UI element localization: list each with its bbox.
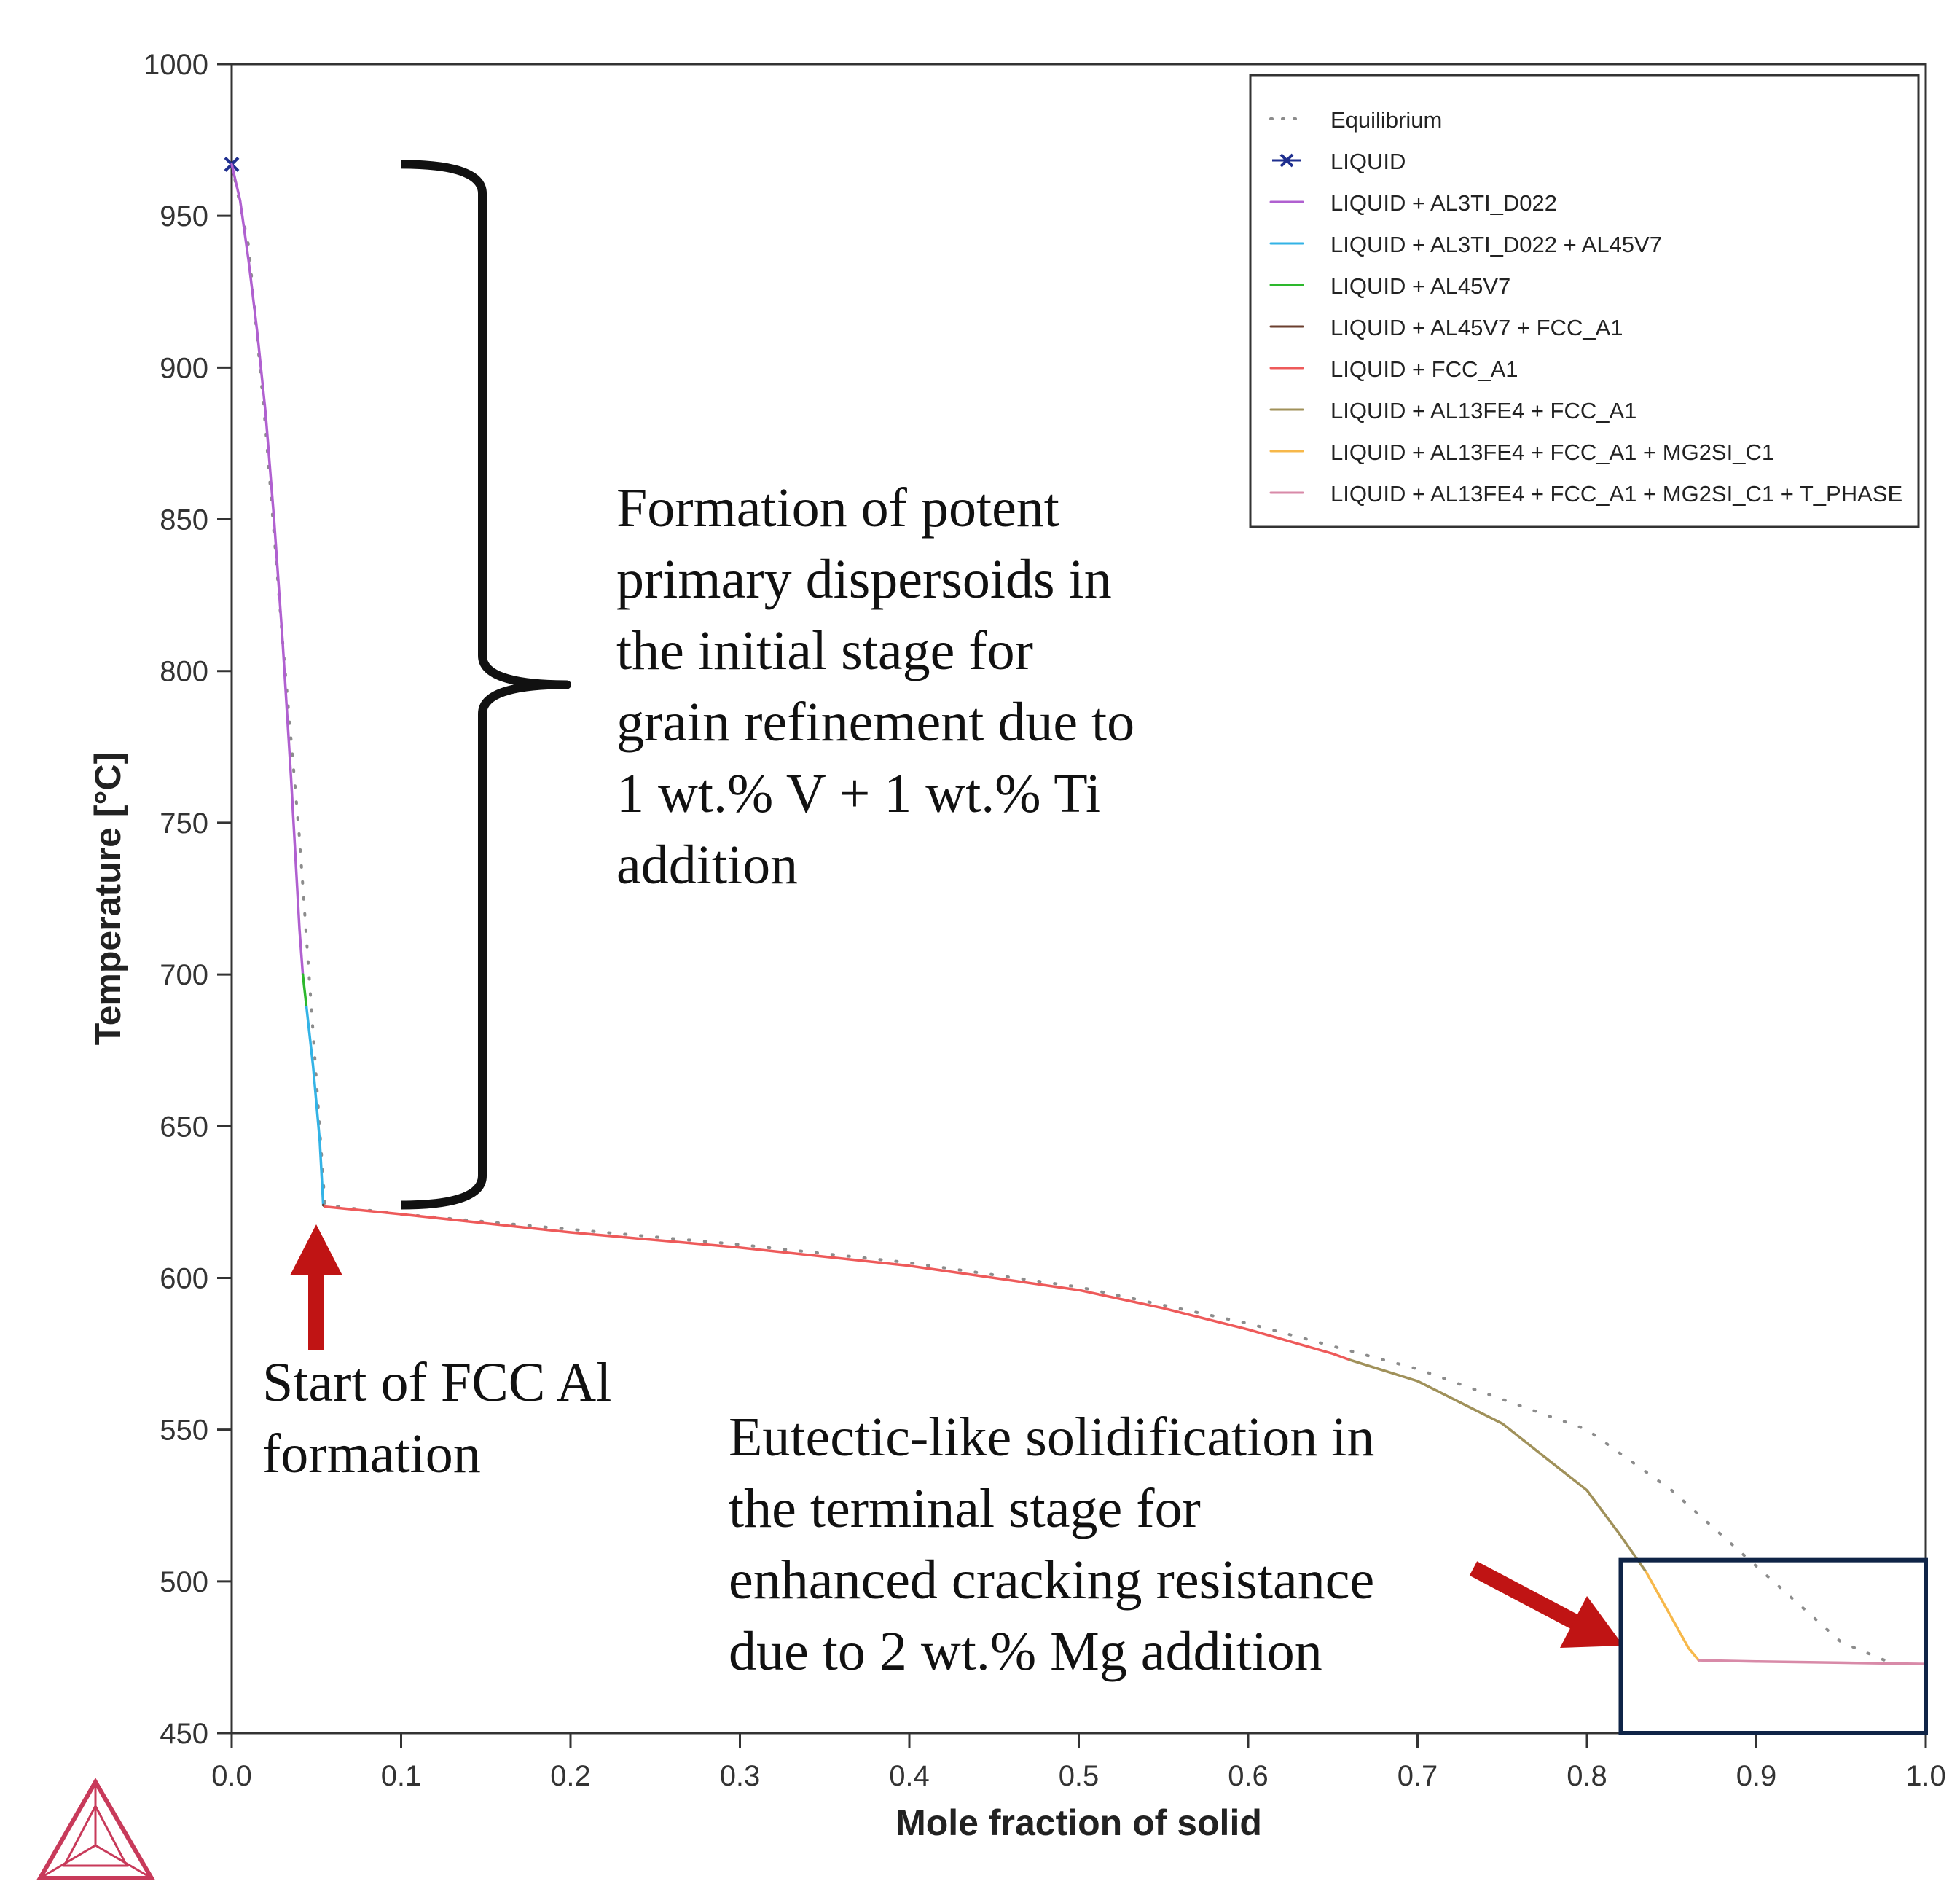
eutectic-annotation: Eutectic-like solidification in the termi… [729,1407,1374,1682]
legend-entry: LIQUID + FCC_A1 [1269,356,1518,382]
legend-label: Equilibrium [1330,107,1442,133]
y-tick-label: 800 [160,656,208,688]
series-line [305,1003,325,1207]
legend-entry: LIQUID + AL13FE4 + FCC_A1 + MG2SI_C1 + T… [1269,481,1902,507]
eutectic-annotation-line: enhanced cracking resistance [729,1549,1374,1611]
diag-arrow-head [1560,1596,1623,1648]
dispersoids-annotation-line: primary dispersoids in [616,549,1112,610]
legend-box [1249,74,1920,528]
legend-entry: LIQUID + AL13FE4 + FCC_A1 [1269,398,1636,423]
legend-label: LIQUID + AL13FE4 + FCC_A1 + MG2SI_C1 + T… [1330,481,1902,507]
x-tick-label: 0.8 [1567,1760,1607,1792]
logo-inner [62,1803,129,1867]
series-layer [224,156,1927,1665]
logo-line [95,1844,152,1880]
x-tick-label: 0.2 [550,1760,591,1792]
legend-marker [1279,153,1294,168]
legend-entry: LIQUID + AL45V7 [1269,273,1510,299]
x-tick-label: 0.5 [1059,1760,1099,1792]
y-tick-label: 950 [160,200,208,232]
brace [400,160,571,1210]
legend-entry: Equilibrium [1269,107,1442,133]
fcc-start-annotation-line: formation [262,1423,481,1485]
x-tick-label: 0.6 [1228,1760,1269,1792]
x-tick-label: 0.9 [1736,1760,1777,1792]
fcc-start-annotation: Start of FCC Al formation [262,1352,611,1485]
y-tick-label: 700 [160,959,208,991]
up-arrow-shaft [308,1268,324,1350]
y-tick-label: 450 [160,1718,208,1750]
x-tick-label: 0.4 [889,1760,930,1792]
y-tick-label: 650 [160,1111,208,1143]
fcc-start-annotation-line: Start of FCC Al [262,1352,611,1413]
x-tick-label: 0.7 [1398,1760,1438,1792]
eutectic-annotation-line: due to 2 wt.% Mg addition [729,1621,1322,1682]
annotations: Formation of potent primary dispersoids i… [262,160,1928,1735]
y-tick-label: 900 [160,352,208,384]
x-tick-label: 0.0 [211,1760,252,1792]
dispersoids-annotation-line: 1 wt.% V + 1 wt.% Ti [616,763,1101,824]
series-line [301,973,308,1006]
y-tick-label: 500 [160,1566,208,1598]
series-line [324,1205,1352,1361]
x-tick-label: 1.0 [1905,1760,1946,1792]
series-line [1645,1571,1701,1662]
series-line [1697,1659,1927,1665]
series-line [1348,1358,1648,1574]
y-tick-label: 750 [160,808,208,840]
series-line [230,163,305,976]
logo-outer [36,1778,156,1880]
y-axis-label: Temperature [°C] [87,752,128,1045]
legend-entry: LIQUID + AL13FE4 + FCC_A1 + MG2SI_C1 [1269,439,1774,465]
x-axis-label: Mole fraction of solid [895,1802,1262,1843]
y-tick-label: 600 [160,1262,208,1294]
y-tick-label: 1000 [144,49,208,81]
dispersoids-annotation-line: addition [616,834,798,896]
diag-arrow-shaft [1469,1561,1584,1632]
legend-entry: LIQUID + AL45V7 + FCC_A1 [1269,315,1623,340]
legend-label: LIQUID + AL3TI_D022 + AL45V7 [1330,232,1662,257]
legend-label: LIQUID + AL13FE4 + FCC_A1 + MG2SI_C1 [1330,439,1774,465]
legend-entry: LIQUID + AL3TI_D022 [1269,190,1557,216]
logo-line [39,1844,96,1880]
eutectic-annotation-line: Eutectic-like solidification in [729,1407,1374,1468]
legend-entry: LIQUID + AL3TI_D022 + AL45V7 [1269,232,1662,257]
dispersoids-annotation: Formation of potent primary dispersoids i… [616,477,1134,896]
dispersoids-annotation-line: grain refinement due to [616,692,1134,753]
legend-entry: LIQUID [1272,149,1406,174]
dispersoids-annotation-line: Formation of potent [616,477,1059,539]
legend-label: LIQUID + AL45V7 [1330,273,1510,299]
triangle-logo-icon [36,1778,156,1880]
legend-label: LIQUID + AL45V7 + FCC_A1 [1330,315,1623,340]
y-tick-label: 850 [160,504,208,536]
legend-label: LIQUID + AL3TI_D022 [1330,190,1557,216]
legend-label: LIQUID + AL13FE4 + FCC_A1 [1330,398,1636,423]
x-tick-label: 0.1 [381,1760,422,1792]
y-tick-label: 550 [160,1415,208,1447]
axes: 0.0 0.1 0.2 0.3 0.4 0.5 0.6 0.7 0.8 0.9 1.0 450 500 5… [87,49,1946,1843]
dispersoids-annotation-line: the initial stage for [616,620,1033,681]
legend-label: LIQUID + FCC_A1 [1330,356,1518,382]
up-arrow-head [290,1224,342,1275]
x-tick-label: 0.3 [720,1760,761,1792]
highlight-box [1618,1557,1928,1735]
eutectic-annotation-line: the terminal stage for [729,1478,1201,1539]
legend-label: LIQUID [1330,149,1406,174]
legend: Equilibrium LIQUID LIQUID + AL3TI_D022 LIQU… [1249,74,1920,528]
